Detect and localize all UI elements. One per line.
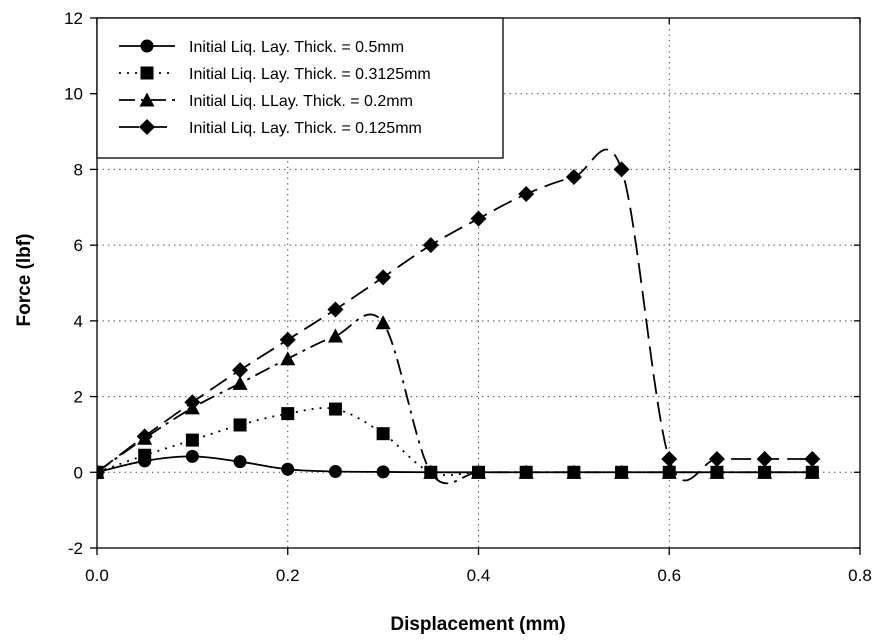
legend-label: Initial Liq. LLay. Thick. = 0.2mm (189, 93, 413, 110)
y-tick-label: 12 (64, 9, 83, 28)
data-point-square (376, 427, 390, 441)
data-point-diamond (375, 269, 392, 286)
data-point-triangle (471, 464, 486, 479)
data-point-diamond (661, 451, 678, 468)
x-tick-label: 0.0 (85, 566, 109, 585)
data-point-triangle (757, 464, 773, 479)
y-tick-label: 0 (74, 463, 83, 482)
data-point-diamond (422, 237, 439, 254)
data-point-circle (281, 462, 295, 476)
x-tick-label: 0.8 (848, 566, 872, 585)
data-point-circle (328, 465, 342, 479)
data-point-diamond (327, 301, 344, 318)
data-point-circle (185, 449, 199, 463)
data-point-square (281, 407, 295, 421)
data-point-diamond (232, 362, 249, 379)
y-tick-label: 4 (74, 312, 83, 331)
series-line (97, 148, 813, 482)
legend-label: Initial Liq. Lay. Thick. = 0.5mm (189, 39, 404, 56)
data-point-square (138, 448, 152, 462)
series-line (97, 313, 813, 485)
y-tick-label: 10 (64, 85, 83, 104)
data-point-triangle (280, 351, 296, 366)
data-point-square (233, 418, 247, 432)
y-tick-label: -2 (68, 539, 83, 558)
x-tick-label: 0.6 (657, 566, 681, 585)
x-tick-label: 0.2 (276, 566, 300, 585)
series-circle (97, 449, 819, 479)
x-axis-title: Displacement (mm) (390, 614, 565, 635)
data-point-triangle (804, 464, 820, 479)
data-point-diamond (708, 451, 725, 468)
data-point-diamond (518, 186, 535, 203)
data-point-triangle (709, 464, 725, 479)
series-diamond (97, 148, 821, 482)
data-point-circle (376, 465, 390, 479)
x-tick-labels: 0.0 0.2 0.4 0.6 0.8 (85, 566, 872, 585)
data-point-diamond (279, 331, 296, 348)
legend-box (96, 17, 504, 159)
legend-marker-square (140, 66, 154, 80)
data-point-triangle (232, 375, 248, 390)
y-tick-label: 6 (74, 236, 83, 255)
data-point-diamond (613, 161, 630, 178)
data-point-diamond (756, 451, 773, 468)
data-point-square (328, 402, 342, 416)
x-tick-label: 0.4 (467, 566, 491, 585)
legend-label: Initial Liq. Lay. Thick. = 0.125mm (189, 120, 422, 137)
data-point-diamond (565, 169, 582, 185)
data-point-triangle (518, 464, 534, 479)
data-point-diamond (97, 464, 105, 481)
data-point-square (185, 433, 199, 447)
series-square (97, 402, 819, 479)
data-point-triangle (375, 315, 391, 330)
data-point-triangle (423, 464, 439, 479)
data-point-diamond (184, 394, 201, 411)
data-point-triangle (327, 328, 343, 343)
data-point-diamond (804, 451, 821, 468)
data-point-triangle (661, 464, 677, 479)
plot-series (97, 148, 821, 485)
data-point-triangle (566, 464, 582, 479)
y-tick-labels: -2 0 2 4 6 8 10 12 (64, 9, 83, 558)
y-tick-label: 2 (74, 388, 83, 407)
y-axis-title: Force (lbf) (14, 234, 35, 327)
legend-marker-diamond (139, 119, 155, 135)
legend-marker-circle (140, 39, 154, 53)
y-tick-label: 8 (74, 160, 83, 179)
legend-marker-triangle (139, 92, 155, 107)
series-line (97, 455, 813, 474)
data-point-circle (233, 455, 247, 469)
legend-label: Initial Liq. Lay. Thick. = 0.3125mm (189, 66, 431, 83)
legend: Initial Liq. Lay. Thick. = 0.5mm Initial … (96, 17, 504, 159)
data-point-diamond (136, 428, 153, 445)
data-point-triangle (614, 464, 630, 479)
data-point-diamond (470, 210, 487, 227)
